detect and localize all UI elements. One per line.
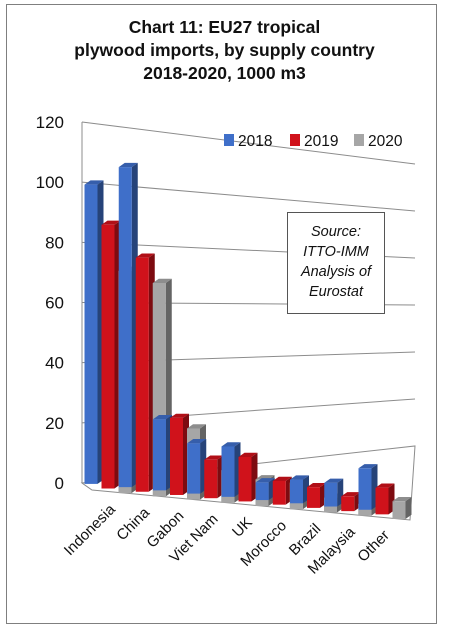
legend-swatch-2020 [354, 134, 364, 146]
bar-front [358, 468, 372, 510]
legend-label-2019: 2019 [304, 133, 338, 150]
bar-top [255, 478, 275, 483]
bar-top [375, 483, 395, 488]
source-line-1: Source: [311, 224, 361, 240]
bar-2019-uk [238, 452, 258, 502]
source-line-2: ITTO-IMM [303, 244, 369, 260]
bar-2019-malaysia [341, 492, 361, 512]
bar-front [238, 456, 252, 502]
bar-2019-gabon [170, 413, 189, 495]
bar-top [221, 442, 241, 447]
gridline [81, 121, 416, 165]
bar-top [272, 476, 292, 481]
bar-top [324, 478, 344, 483]
y-tick-label: 40 [45, 354, 64, 373]
bar-top [392, 496, 412, 502]
bar-front [392, 501, 406, 519]
bars [84, 162, 412, 519]
bar-front [341, 496, 355, 512]
bar-2018-malaysia [324, 478, 344, 507]
bar-front [358, 503, 372, 516]
bar-front [118, 167, 132, 488]
bar-top [152, 278, 172, 283]
bar-2019-indonesia [101, 220, 121, 489]
bar-top [358, 464, 378, 469]
y-tick-label: 120 [36, 113, 64, 132]
bar-2018-gabon [153, 415, 172, 491]
chart-title: Chart 11: EU27 tropical plywood imports,… [0, 16, 449, 85]
bar-front [204, 459, 218, 499]
bar-front [84, 184, 98, 484]
bar-2020-other [392, 496, 412, 519]
legend-swatch-2019 [290, 134, 300, 146]
y-tick-label: 60 [45, 294, 64, 313]
bar-front [170, 417, 183, 495]
bar-front [135, 257, 149, 492]
source-line-3: Analysis of [300, 264, 372, 280]
legend-label-2018: 2018 [238, 133, 272, 150]
bar-2018-other [358, 464, 378, 510]
bar-front [307, 487, 320, 508]
bar-top [187, 439, 207, 444]
bar-top [187, 424, 206, 429]
bar-front [272, 480, 286, 505]
bar-2018-brazil [290, 475, 309, 504]
x-tick-label: Indonesia [61, 501, 119, 559]
bar-2018-uk [221, 442, 241, 497]
y-tick-label: 20 [45, 414, 64, 433]
bar-2018-indonesia [84, 180, 104, 484]
bar-top [118, 162, 138, 168]
chart-title-line-3: 2018-2020, 1000 m3 [143, 63, 306, 83]
bar-top [290, 475, 309, 480]
source-note: Source: ITTO-IMM Analysis of Eurostat [287, 212, 385, 314]
bar-top [238, 452, 258, 457]
y-tick-label: 80 [45, 233, 64, 252]
bar-front [101, 224, 115, 489]
bar-2018-morocco [255, 478, 275, 501]
bar-top [170, 413, 189, 418]
bar-front [187, 443, 201, 494]
bar-front [290, 479, 303, 504]
bar-front [153, 419, 166, 491]
bar-top [307, 482, 326, 488]
legend: 2018 2019 2020 [224, 133, 403, 150]
source-line-4: Eurostat [309, 284, 363, 300]
bar-front [255, 482, 269, 501]
bar-2019-morocco [272, 476, 292, 505]
bar-side [405, 496, 412, 519]
bar-top [101, 220, 121, 225]
chart-title-line-1: Chart 11: EU27 tropical [128, 17, 321, 37]
chart-title-line-2: plywood imports, by supply country [74, 40, 375, 60]
x-tick-label: UK [229, 514, 256, 541]
x-tick-label: Other [354, 527, 393, 566]
bar-front [324, 482, 338, 507]
bar-front [221, 446, 235, 497]
legend-swatch-2018 [224, 134, 234, 146]
y-axis-ticks: 0 20 40 60 80 100 120 [36, 113, 64, 493]
bar-front [375, 487, 389, 515]
bar-2018-china [118, 162, 138, 488]
bar-top [153, 415, 172, 420]
bar-top [341, 492, 361, 497]
y-tick-label: 100 [36, 173, 64, 192]
bar-2019-other [375, 483, 395, 515]
legend-label-2020: 2020 [368, 133, 403, 150]
bar-2019-china [135, 253, 155, 492]
bar-top [84, 180, 104, 185]
bar-top [204, 455, 224, 460]
chart-frame [6, 4, 437, 624]
bar-top [135, 253, 155, 258]
y-tick-label: 0 [55, 474, 64, 493]
bar-2019-brazil [307, 482, 326, 508]
bar-2019-viet-nam [204, 455, 224, 499]
bar-2018-viet-nam [187, 439, 207, 494]
